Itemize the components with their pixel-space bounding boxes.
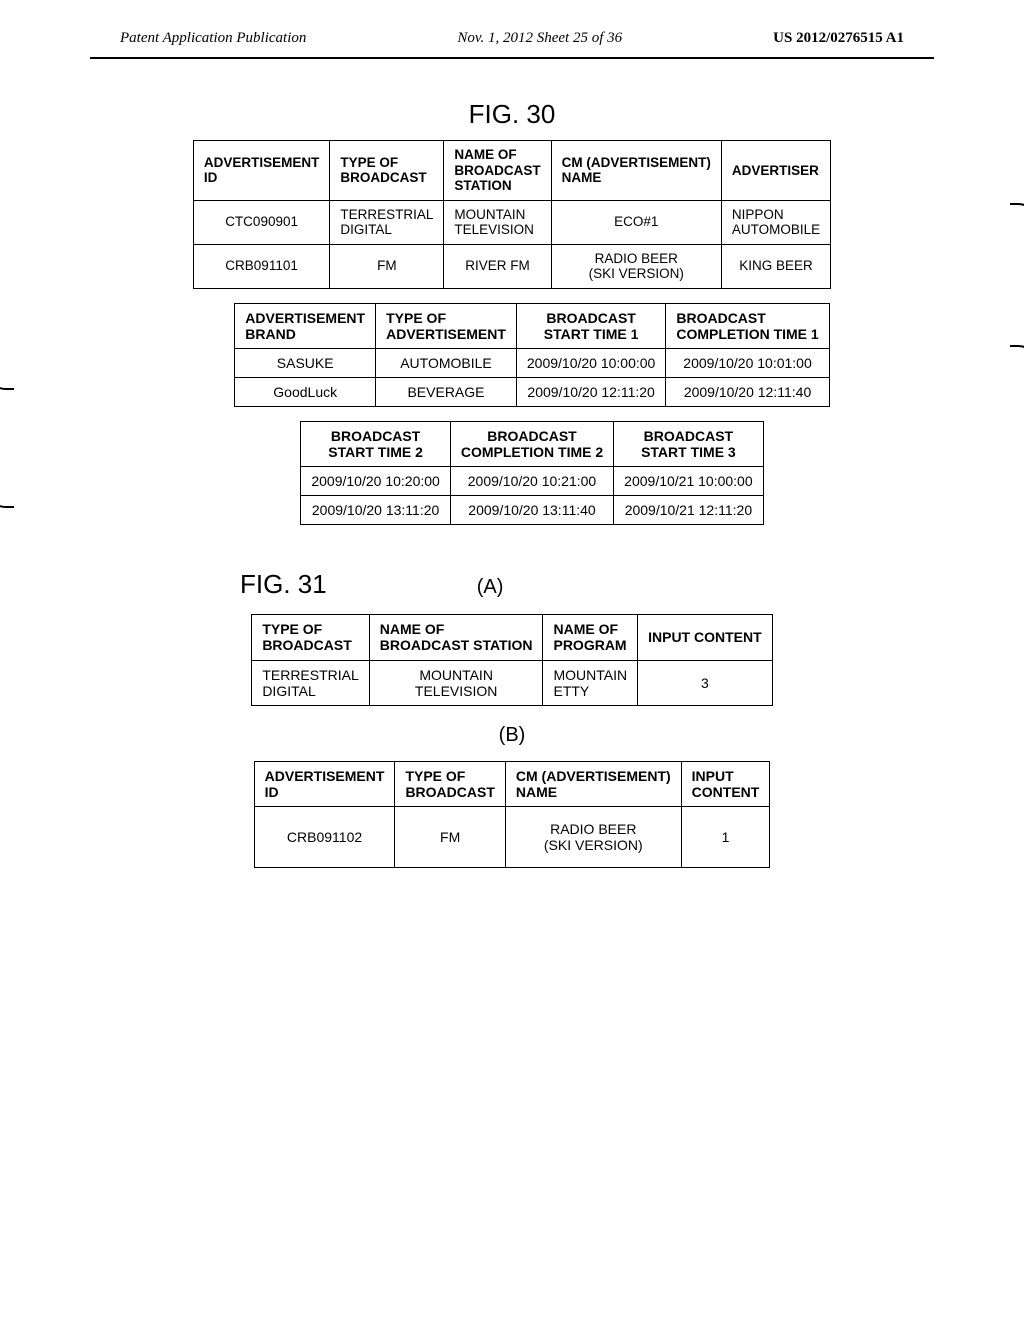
connector-icon [1010,203,1024,243]
cell: ECO#1 [551,200,721,244]
col-header: INPUTCONTENT [681,761,770,806]
cell: MOUNTAINETTY [543,660,638,705]
cell: AUTOMOBILE [376,348,517,377]
table-row: CTC090901 TERRESTRIALDIGITAL MOUNTAINTEL… [193,200,830,244]
cell: TERRESTRIALDIGITAL [330,200,444,244]
col-header: NAME OFBROADCAST STATION [369,615,543,660]
fig30-tableB-wrap: ADVERTISEMENTBRAND TYPE OFADVERTISEMENT … [0,303,1024,407]
cell: 2009/10/20 10:20:00 [301,467,450,496]
col-header: ADVERTISEMENTID [193,141,330,201]
col-header: NAME OFPROGRAM [543,615,638,660]
col-header: BROADCASTSTART TIME 2 [301,421,450,466]
table-row: CRB091102 FM RADIO BEER(SKI VERSION) 1 [254,806,770,867]
cell: CRB091101 [193,244,330,288]
table-row: TERRESTRIALDIGITAL MOUNTAINTELEVISION MO… [252,660,772,705]
col-header: ADVERTISEMENTBRAND [235,303,376,348]
fig31-label: FIG. 31 [240,569,327,600]
cell: 2009/10/20 10:21:00 [450,467,613,496]
cell: 2009/10/20 13:11:20 [301,496,450,525]
cell: RADIO BEER(SKI VERSION) [505,806,681,867]
cell: 2009/10/20 12:11:20 [516,377,665,406]
fig30-tableC-wrap: BROADCASTSTART TIME 2 BROADCASTCOMPLETIO… [0,421,1024,525]
cell: 3 [638,660,773,705]
cell: CRB091102 [254,806,395,867]
cell: KING BEER [721,244,830,288]
header-left: Patent Application Publication [120,30,306,47]
connector-icon [1010,345,1024,385]
col-header: TYPE OFBROADCAST [330,141,444,201]
fig31-subA: (A) [477,576,504,599]
col-header: BROADCASTSTART TIME 1 [516,303,665,348]
col-header: BROADCASTSTART TIME 3 [614,421,763,466]
table-header-row: ADVERTISEMENTBRAND TYPE OFADVERTISEMENT … [235,303,829,348]
connector-icon [0,468,14,508]
col-header: CM (ADVERTISEMENT)NAME [551,141,721,201]
col-header: INPUT CONTENT [638,615,773,660]
cell: FM [395,806,505,867]
cell: 2009/10/21 12:11:20 [614,496,763,525]
page-header: Patent Application Publication Nov. 1, 2… [0,0,1024,57]
col-header: ADVERTISEMENTID [254,761,395,806]
col-header: ADVERTISER [721,141,830,201]
cell: 2009/10/20 12:11:40 [666,377,829,406]
table-row: 2009/10/20 10:20:00 2009/10/20 10:21:00 … [301,467,763,496]
cell: MOUNTAINTELEVISION [369,660,543,705]
table-header-row: TYPE OFBROADCAST NAME OFBROADCAST STATIO… [252,615,772,660]
cell: FM [330,244,444,288]
cell: RIVER FM [444,244,551,288]
fig31-subB: (B) [0,724,1024,747]
cell: NIPPONAUTOMOBILE [721,200,830,244]
col-header: TYPE OFBROADCAST [252,615,369,660]
col-header: NAME OFBROADCASTSTATION [444,141,551,201]
cell: RADIO BEER(SKI VERSION) [551,244,721,288]
table-row: SASUKE AUTOMOBILE 2009/10/20 10:00:00 20… [235,348,829,377]
cell: 1 [681,806,770,867]
header-rule [90,57,934,59]
table-header-row: ADVERTISEMENTID TYPE OFBROADCAST NAME OF… [193,141,830,201]
connector-icon [0,350,14,390]
cell: 2009/10/20 10:01:00 [666,348,829,377]
cell: 2009/10/20 13:11:40 [450,496,613,525]
table-header-row: BROADCASTSTART TIME 2 BROADCASTCOMPLETIO… [301,421,763,466]
col-header: BROADCASTCOMPLETION TIME 1 [666,303,829,348]
header-center: Nov. 1, 2012 Sheet 25 of 36 [457,30,622,47]
table-row: GoodLuck BEVERAGE 2009/10/20 12:11:20 20… [235,377,829,406]
cell: CTC090901 [193,200,330,244]
cell: BEVERAGE [376,377,517,406]
header-right: US 2012/0276515 A1 [773,30,904,47]
fig31-tableB: ADVERTISEMENTID TYPE OFBROADCAST CM (ADV… [254,761,771,868]
col-header: TYPE OFADVERTISEMENT [376,303,517,348]
fig31-heading-row: FIG. 31 (A) [0,539,1024,606]
table-row: 2009/10/20 13:11:20 2009/10/20 13:11:40 … [301,496,763,525]
cell: MOUNTAINTELEVISION [444,200,551,244]
fig30-tableC: BROADCASTSTART TIME 2 BROADCASTCOMPLETIO… [300,421,763,525]
cell: GoodLuck [235,377,376,406]
col-header: BROADCASTCOMPLETION TIME 2 [450,421,613,466]
cell: TERRESTRIALDIGITAL [252,660,369,705]
fig30-tableB: ADVERTISEMENTBRAND TYPE OFADVERTISEMENT … [234,303,829,407]
fig30-tableA-wrap: ADVERTISEMENTID TYPE OFBROADCAST NAME OF… [0,140,1024,289]
fig30-tableA: ADVERTISEMENTID TYPE OFBROADCAST NAME OF… [193,140,831,289]
cell: 2009/10/21 10:00:00 [614,467,763,496]
table-row: CRB091101 FM RIVER FM RADIO BEER(SKI VER… [193,244,830,288]
fig30-label: FIG. 30 [0,99,1024,130]
table-header-row: ADVERTISEMENTID TYPE OFBROADCAST CM (ADV… [254,761,770,806]
fig31-tableB-wrap: ADVERTISEMENTID TYPE OFBROADCAST CM (ADV… [0,753,1024,868]
fig31-tableA: TYPE OFBROADCAST NAME OFBROADCAST STATIO… [251,614,772,705]
cell: 2009/10/20 10:00:00 [516,348,665,377]
col-header: TYPE OFBROADCAST [395,761,505,806]
cell: SASUKE [235,348,376,377]
fig31-tableA-wrap: TYPE OFBROADCAST NAME OFBROADCAST STATIO… [0,606,1024,705]
col-header: CM (ADVERTISEMENT)NAME [505,761,681,806]
